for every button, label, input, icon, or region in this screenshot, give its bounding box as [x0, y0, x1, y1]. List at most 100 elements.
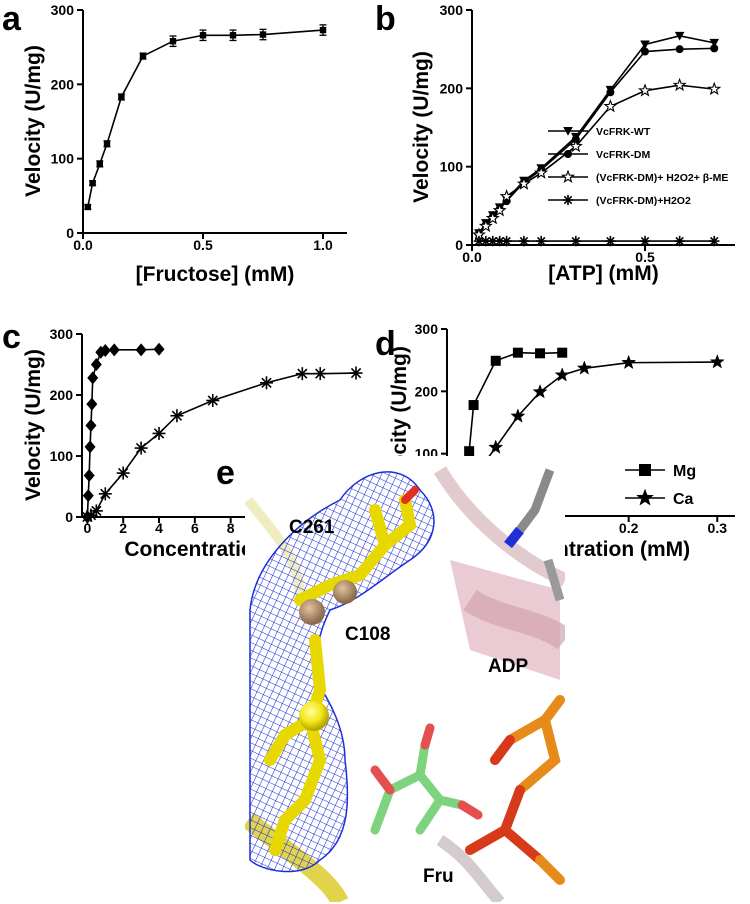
data-point [464, 446, 475, 457]
y-axis-title: Velocity (U/mg) [22, 45, 45, 197]
data-point [536, 235, 547, 247]
data-point [118, 93, 125, 101]
y-tick-label: 200 [50, 387, 74, 403]
data-point [494, 235, 505, 247]
data-point [89, 504, 103, 518]
data-point [84, 440, 96, 454]
legend-label: (VcFRK-DM)+H2O2 [596, 195, 691, 207]
panel-letter-c: c [2, 318, 21, 356]
data-point [152, 426, 166, 440]
data-point [206, 393, 220, 407]
data-point [295, 367, 309, 381]
data-point [576, 360, 592, 375]
series--vcfrk-dm-h2o2 [473, 235, 720, 247]
data-point [518, 235, 530, 247]
data-point [134, 441, 148, 455]
legend-entry: VcFRK-DM [548, 149, 651, 161]
data-point [87, 371, 99, 385]
series-k [81, 342, 165, 524]
data-point [313, 367, 327, 381]
data-point [259, 376, 273, 390]
data-point [488, 439, 504, 454]
label-fru: Fru [423, 866, 454, 887]
x-tick-label: 0.0 [73, 237, 93, 253]
data-point [675, 45, 684, 54]
sulfur-atom-brown-2 [333, 580, 357, 604]
data-point [83, 469, 95, 483]
y-tick-label: 0 [65, 509, 73, 525]
legend-marker [562, 194, 574, 206]
pink-ribbon [450, 560, 560, 680]
data-point [557, 347, 568, 358]
data-point [86, 397, 98, 411]
data-point [512, 347, 523, 358]
data-point [90, 358, 102, 371]
data-point [535, 348, 546, 359]
legend-marker [639, 464, 651, 476]
x-tick-label: 6 [191, 520, 199, 536]
legend-entry: (VcFRK-DM)+ H2O2+ β-ME [548, 169, 728, 184]
y-tick-label: 100 [440, 159, 464, 175]
data-point [534, 165, 549, 179]
structure-image [245, 456, 565, 902]
data-point [554, 367, 570, 382]
y-tick-label: 200 [415, 383, 439, 399]
data-point [674, 235, 685, 247]
data-point [707, 81, 722, 96]
data-point [621, 354, 637, 370]
panel-b-chart: b 0 100 200 300 0.0 0.5[ATP] (mM) Velocity (U/… [375, 0, 735, 285]
data-point [641, 47, 650, 56]
data-point [672, 77, 687, 92]
y-tick-label: 300 [51, 2, 75, 18]
data-point [319, 26, 327, 34]
data-point [639, 235, 651, 247]
series-line [87, 29, 324, 208]
label-c108: C108 [345, 624, 390, 645]
data-point [98, 487, 112, 501]
series--vcfrk-dm-h2o2-me [471, 77, 722, 241]
data-point [135, 343, 147, 357]
data-point [170, 409, 184, 423]
x-tick-label: 0.5 [193, 237, 213, 253]
label-adp: ADP [488, 656, 528, 677]
data-point [84, 203, 91, 211]
x-tick-label: 0.5 [635, 249, 655, 265]
sulfur-atom-yellow [299, 701, 329, 731]
data-point [605, 235, 616, 247]
data-point [478, 218, 493, 233]
panel-e-structure: e [216, 454, 565, 902]
panel-letter-e: e [216, 454, 235, 492]
data-point [516, 176, 531, 190]
data-point [139, 52, 147, 60]
data-point [96, 160, 103, 168]
y-tick-label: 0 [455, 237, 463, 253]
data-point [709, 38, 720, 48]
x-tick-label: 0 [83, 520, 91, 536]
label-c261: C261 [289, 517, 335, 538]
axes-a: 0 100 200 300 0.0 0.5 1.0 [Fructose] (mM) Veloci… [22, 2, 347, 286]
data-point [103, 140, 111, 147]
series-vcfrk-dm [474, 44, 719, 239]
y-tick-label: 0 [66, 225, 74, 241]
y-axis-title: Velocity (U/mg) [410, 51, 433, 203]
data-point [99, 343, 111, 357]
data-point [709, 354, 725, 369]
data-point [501, 235, 512, 247]
legend-label: Mg [673, 463, 696, 480]
y-axis-title: Velocity (U/mg) [22, 349, 45, 501]
panel-letter-b: b [375, 0, 396, 38]
x-tick-label: 0.2 [619, 520, 639, 536]
legend-label: VcFRK-WT [596, 126, 651, 138]
data-point [490, 355, 501, 366]
legend-label: Ca [673, 491, 694, 508]
y-tick-label: 300 [415, 321, 439, 337]
data-point [108, 343, 120, 357]
x-axis-title: [Fructose] (mM) [136, 263, 295, 286]
legend-marker [560, 169, 576, 183]
data-point [85, 419, 97, 432]
data-point [499, 189, 514, 203]
x-tick-label: 1.0 [313, 237, 333, 253]
y-tick-label: 100 [50, 448, 74, 464]
axes-b: 0 100 200 300 0.0 0.5[ATP] (mM) Velocity (U/mg… [410, 2, 735, 285]
